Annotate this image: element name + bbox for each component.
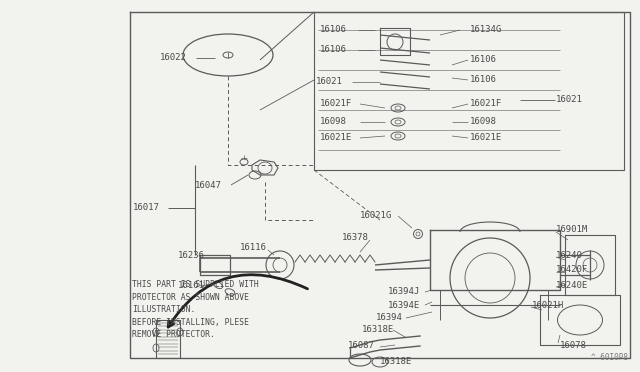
Text: 16134G: 16134G <box>470 26 502 35</box>
Text: 16240E: 16240E <box>556 280 588 289</box>
Text: 16022: 16022 <box>160 54 187 62</box>
Text: 16236: 16236 <box>178 250 205 260</box>
Text: 16021F: 16021F <box>320 99 352 109</box>
Text: 16318E: 16318E <box>362 326 394 334</box>
Text: 16901M: 16901M <box>556 225 588 234</box>
Text: 16021E: 16021E <box>320 134 352 142</box>
Text: 16318E: 16318E <box>380 357 412 366</box>
Text: 16106: 16106 <box>470 76 497 84</box>
Text: 16378: 16378 <box>342 232 369 241</box>
Text: 16021: 16021 <box>316 77 343 87</box>
Text: 16394J: 16394J <box>388 288 420 296</box>
Text: 16116: 16116 <box>240 244 267 253</box>
Text: 16087: 16087 <box>348 340 375 350</box>
Text: ^ 60I0P8: ^ 60I0P8 <box>591 353 628 362</box>
Text: 16106: 16106 <box>320 26 347 35</box>
Text: 16394E: 16394E <box>388 301 420 310</box>
Text: 16021G: 16021G <box>360 212 392 221</box>
Text: 16161: 16161 <box>178 280 205 289</box>
Text: 16106: 16106 <box>470 55 497 64</box>
Text: 16098: 16098 <box>470 118 497 126</box>
Text: 16106: 16106 <box>320 45 347 55</box>
Text: 16021E: 16021E <box>470 134 502 142</box>
Text: 16021: 16021 <box>556 96 583 105</box>
Text: 16078: 16078 <box>560 340 587 350</box>
Text: 16017: 16017 <box>133 203 160 212</box>
Text: 16047: 16047 <box>195 180 222 189</box>
Text: 16021F: 16021F <box>470 99 502 109</box>
Text: 16420F: 16420F <box>556 266 588 275</box>
Text: 16021H: 16021H <box>532 301 564 310</box>
Text: 16240: 16240 <box>556 250 583 260</box>
Text: 16098: 16098 <box>320 118 347 126</box>
Text: THIS PART IS SUPPLIED WITH
PROTECTOR AS SHOWN ABOVE
ILLUSTRATION.
BEFORE INSTALL: THIS PART IS SUPPLIED WITH PROTECTOR AS … <box>132 280 259 339</box>
Text: 16394: 16394 <box>376 314 403 323</box>
